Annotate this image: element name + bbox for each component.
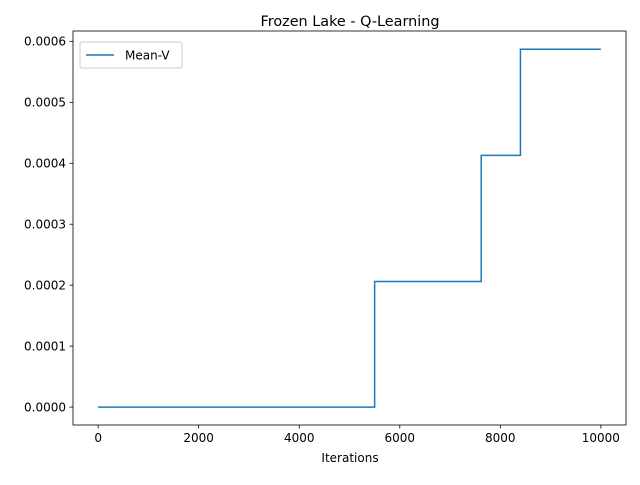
y-axis-ticks: 0.0000 0.0001 0.0002 0.0003 0.0004 0.0005 0.00… [24, 35, 73, 414]
y-tick-label: 0.0005 [24, 96, 66, 110]
x-axis-ticks: 0 2000 4000 6000 8000 10000 [94, 425, 620, 445]
y-tick-label: 0.0001 [24, 339, 66, 353]
y-tick-label: 0.0002 [24, 278, 66, 292]
x-tick-label: 10000 [582, 431, 620, 445]
series-layer [98, 48, 601, 408]
y-tick-label: 0.0006 [24, 35, 66, 49]
chart-title: Frozen Lake - Q-Learning [261, 14, 440, 30]
x-axis-label: Iterations [321, 451, 378, 465]
x-tick-label: 8000 [485, 431, 516, 445]
legend-box [79, 41, 183, 69]
x-tick-label: 6000 [384, 431, 415, 445]
y-tick-label: 0.0004 [24, 156, 66, 170]
x-tick-label: 0 [94, 431, 102, 445]
series-line-mean-v [98, 48, 601, 408]
legend-label-mean-v: Mean-V [125, 49, 170, 63]
axes-frame [72, 30, 627, 426]
y-tick-label: 0.0000 [24, 400, 66, 414]
y-tick-label: 0.0003 [24, 217, 66, 231]
x-tick-label: 4000 [284, 431, 315, 445]
legend: Mean-V [79, 41, 183, 69]
x-tick-label: 2000 [183, 431, 214, 445]
plot-area: 0 2000 4000 6000 8000 10000 0.00000.00010.000… [24, 30, 627, 445]
